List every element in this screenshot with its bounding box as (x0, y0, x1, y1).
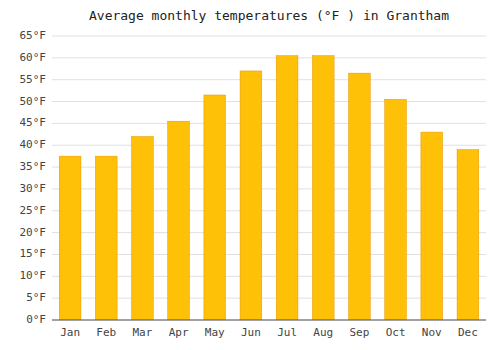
y-tick-label: 20°F (20, 226, 47, 239)
x-tick-label: Feb (96, 326, 116, 339)
y-tick-label: 25°F (20, 204, 47, 217)
bar (240, 71, 262, 320)
x-tick-label: Mar (132, 326, 152, 339)
y-tick-label: 10°F (20, 269, 47, 282)
bar (421, 132, 443, 320)
y-tick-label: 0°F (26, 313, 46, 326)
x-tick-label: Apr (169, 326, 189, 339)
x-tick-label: Nov (422, 326, 442, 339)
bar (457, 150, 479, 320)
bar (95, 156, 117, 320)
x-axis-line (52, 320, 486, 321)
grid-line (52, 320, 486, 321)
y-tick-label: 35°F (20, 160, 47, 173)
x-tick-label: Oct (386, 326, 406, 339)
y-tick-label: 30°F (20, 182, 47, 195)
x-tick-label: Sep (349, 326, 369, 339)
grid-line (52, 101, 486, 102)
grid-line (52, 79, 486, 80)
grid-line (52, 57, 486, 58)
x-tick-label: Dec (458, 326, 478, 339)
x-tick-label: May (205, 326, 225, 339)
y-tick-label: 60°F (20, 51, 47, 64)
x-tick-label: Jan (60, 326, 80, 339)
bar (168, 121, 190, 320)
bar (59, 156, 81, 320)
bar (276, 56, 298, 320)
y-tick-label: 55°F (20, 73, 47, 86)
title: Average monthly temperatures (°F ) in Gr… (89, 8, 449, 23)
chart-container: 0°F 5°F 10°F 15°F 20°F 25°F 30°F 35°F 40°F 45°F 50… (0, 0, 500, 350)
y-tick-label: 45°F (20, 116, 47, 129)
x-tick-label: Jul (277, 326, 297, 339)
y-grid (52, 36, 486, 320)
bar (349, 73, 371, 320)
chart: 0°F 5°F 10°F 15°F 20°F 25°F 30°F 35°F 40°F 45°F 50… (0, 0, 500, 350)
x-tick-label: Aug (313, 326, 333, 339)
bar (204, 95, 226, 320)
grid-line (52, 36, 486, 37)
bar (385, 99, 407, 320)
bar (312, 56, 334, 320)
bars (59, 56, 479, 320)
y-tick-label: 40°F (20, 138, 47, 151)
bar (132, 136, 154, 320)
y-tick-label: 65°F (20, 29, 47, 42)
y-tick-label: 5°F (26, 291, 46, 304)
y-tick-label: 50°F (20, 95, 47, 108)
y-tick-label: 15°F (20, 247, 47, 260)
y-tick-labels: 0°F 5°F 10°F 15°F 20°F 25°F 30°F 35°F 40°F 45°F 50… (20, 29, 47, 326)
x-tick-labels: Jan Feb Mar Apr May Jun Jul Aug Sep Oct Nov Dec (60, 326, 478, 339)
x-tick-label: Jun (241, 326, 261, 339)
grid-line (52, 123, 486, 124)
